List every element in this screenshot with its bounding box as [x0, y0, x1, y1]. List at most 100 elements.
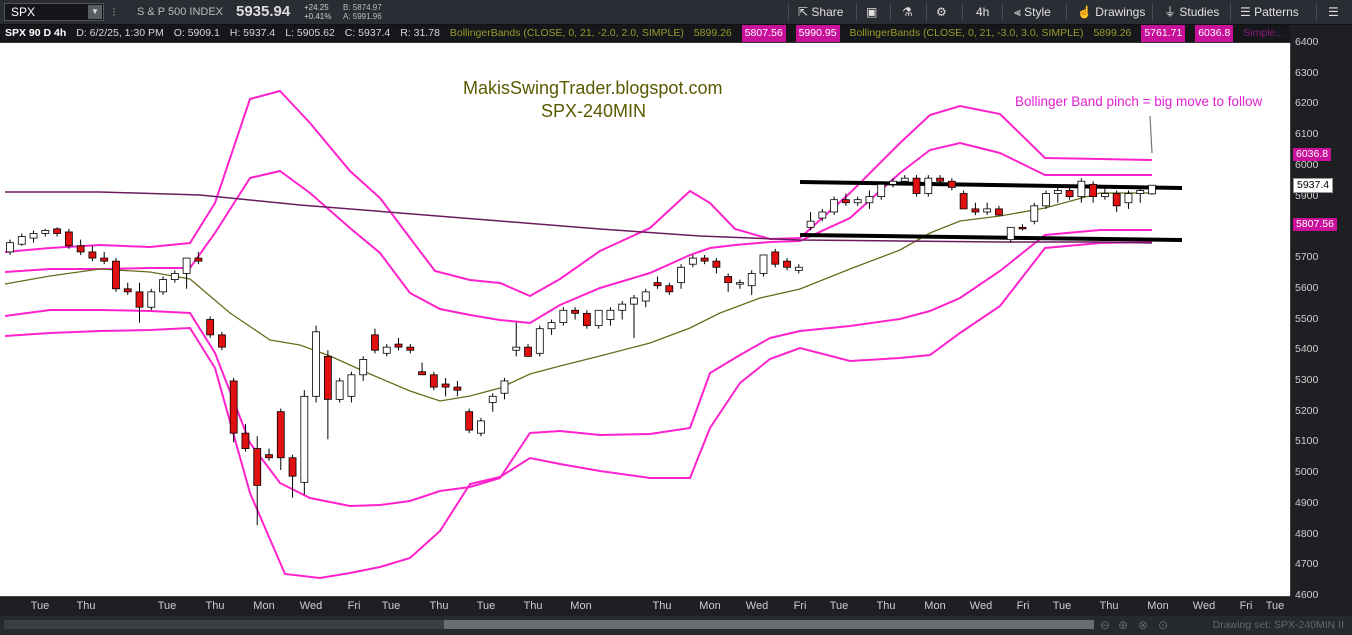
divider — [1152, 3, 1153, 21]
patterns-button[interactable]: ☰ Patterns — [1240, 0, 1299, 24]
sma-label[interactable]: Simple... — [1243, 27, 1285, 39]
candle-body — [700, 257, 709, 262]
x-tick-label: Mon — [699, 600, 721, 612]
price-axis[interactable]: 4600 4700 4800 4900 5000 5100 5200 5300 5400 5500… — [1290, 36, 1352, 601]
style-button[interactable]: ⫷ Style — [1014, 0, 1051, 24]
bb2-label[interactable]: BollingerBands (CLOSE, 0, 21, -3.0, 3.0,… — [849, 27, 1084, 39]
candle-body — [1124, 193, 1133, 204]
resistance-line[interactable] — [799, 180, 1183, 190]
zoom-out-icon[interactable]: ⊖ — [1100, 618, 1111, 632]
bar-close: C: 5937.4 — [344, 27, 391, 39]
y-tick-label: 5000 — [1295, 466, 1319, 479]
x-tick-label: Thu — [1099, 600, 1119, 612]
bar-range: R: 31.78 — [400, 27, 440, 39]
annotation-pointer — [1149, 115, 1153, 154]
x-tick-label: Thu — [523, 600, 543, 612]
candle-body — [335, 380, 344, 400]
candle-body — [936, 177, 944, 182]
study-info-bar: SPX 90 D 4h D: 6/2/25, 1:30 PM O: 5909.1… — [0, 25, 1290, 43]
candle-body — [253, 448, 262, 486]
bb-middle — [4, 192, 1152, 402]
candle-body — [912, 177, 921, 194]
candle-body — [747, 273, 756, 287]
chart-name-annotation: SPX-240MIN — [541, 101, 647, 121]
candle-body — [889, 180, 897, 185]
candle-body — [665, 285, 674, 293]
x-tick-label: Thu — [205, 600, 225, 612]
bb2-mid: 5899.26 — [1093, 27, 1132, 39]
scroll-thumb[interactable] — [444, 620, 1094, 629]
flask-button[interactable]: ⚗ — [902, 0, 913, 24]
candle-body — [300, 395, 309, 483]
candle-body — [265, 454, 273, 459]
note-annotation: Bollinger Band pinch = big move to follo… — [1015, 94, 1263, 109]
drawings-button[interactable]: ☝ Drawings — [1077, 0, 1145, 24]
candle-body — [112, 260, 120, 290]
drawing-set-label: Drawing set: SPX-240MIN II — [1212, 619, 1344, 631]
time-axis[interactable]: Tue Thu Tue Thu Mon Wed Fri Tue Thu Tue Thu Mon Thu M… — [0, 596, 1290, 617]
candle-body — [441, 383, 450, 388]
bb2-upper — [4, 141, 1152, 325]
symbol-input[interactable]: SPX ▼ — [4, 3, 104, 21]
y-tick-label: 4900 — [1295, 496, 1319, 509]
x-tick-label: Fri — [347, 600, 361, 612]
divider — [856, 3, 857, 21]
divider — [1316, 3, 1317, 21]
candle-body — [241, 432, 250, 449]
candle-body — [900, 177, 909, 182]
patterns-icon: ☰ — [1240, 5, 1251, 19]
more-button[interactable]: ☰ — [1328, 0, 1339, 24]
candle-body — [806, 220, 815, 228]
candle-body — [218, 334, 226, 348]
y-tick-label: 4600 — [1295, 589, 1319, 601]
lower-band-price-label: 5807.56 — [1293, 218, 1337, 231]
candle-body — [100, 257, 109, 262]
candle-body — [1089, 183, 1098, 198]
candle-body — [853, 199, 862, 204]
x-tick-label: Mon — [570, 600, 592, 612]
scroll-track[interactable] — [4, 620, 1094, 629]
candle-body — [76, 245, 85, 253]
candle-body — [1101, 193, 1109, 198]
bb1-label[interactable]: BollingerBands (CLOSE, 0, 21, -2.0, 2.0,… — [449, 27, 684, 39]
support-line[interactable] — [799, 233, 1183, 242]
candle-body — [594, 309, 603, 327]
divider — [926, 3, 927, 21]
price-chart[interactable]: MakisSwingTrader.blogspot.com SPX-240MIN… — [0, 43, 1290, 596]
candle-body — [759, 254, 768, 274]
share-icon: ⇱ — [798, 5, 809, 19]
candle-body — [1112, 193, 1121, 207]
candle-body — [17, 236, 26, 245]
save-layout-button[interactable]: ▣ — [866, 0, 877, 24]
settings-button[interactable]: ⚙ — [936, 0, 947, 24]
candle-body — [1077, 180, 1086, 198]
bollinger-bands — [4, 89, 1153, 580]
candle-body — [394, 343, 403, 348]
y-tick-label: 4700 — [1295, 558, 1319, 571]
x-tick-label: Wed — [1192, 600, 1216, 612]
pan-icon[interactable]: ⊙ — [1158, 618, 1169, 632]
timeframe-button[interactable]: 4h — [976, 5, 990, 19]
chart-scrollbar[interactable]: ⊖ ⊕ ⊗ ⊙ Drawing set: SPX-240MIN II — [0, 616, 1352, 635]
x-tick-label: Fri — [1016, 600, 1030, 612]
candle-body — [371, 334, 379, 351]
candle-body — [559, 309, 568, 323]
candle-body — [276, 411, 285, 459]
candle-body — [182, 257, 191, 274]
x-tick-label: Tue — [1052, 600, 1072, 612]
layout-icon: ▣ — [866, 5, 878, 19]
candle-body — [830, 199, 839, 213]
zoom-in-icon[interactable]: ⊕ — [1118, 618, 1129, 632]
share-button[interactable]: ⇱ Share — [798, 0, 843, 24]
candle-body — [865, 196, 874, 204]
x-tick-label: Tue — [30, 600, 50, 612]
zoom-reset-icon[interactable]: ⊗ — [1138, 618, 1149, 632]
candle-body — [1148, 184, 1156, 195]
link-icon[interactable]: ⁝ — [112, 5, 116, 19]
candle-body — [159, 279, 167, 293]
chevron-down-icon[interactable]: ▼ — [88, 5, 102, 19]
candle-body — [947, 180, 956, 188]
studies-button[interactable]: ⏚ Studies — [1164, 0, 1219, 24]
site-annotation: MakisSwingTrader.blogspot.com — [463, 78, 723, 98]
x-tick-label: Mon — [1147, 600, 1169, 612]
